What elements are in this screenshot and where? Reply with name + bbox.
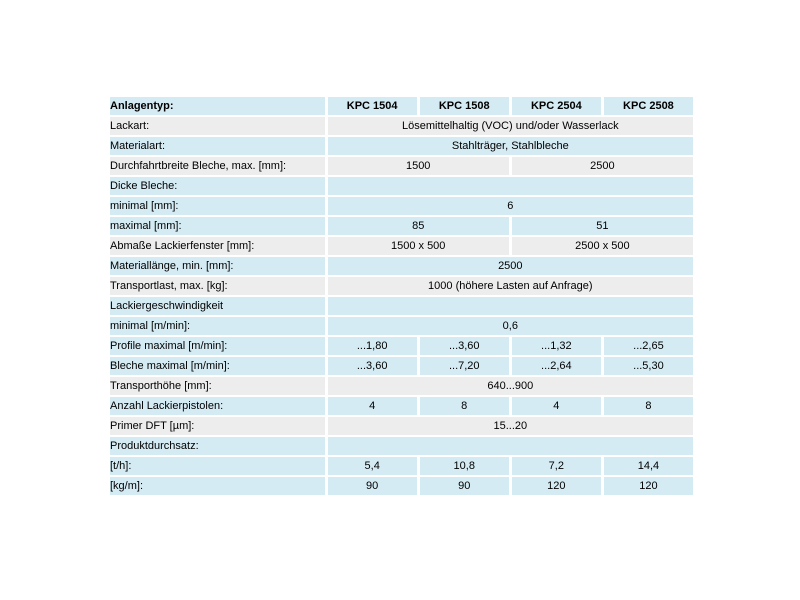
spec-value-cell: Stahlträger, Stahlbleche — [327, 137, 693, 155]
spec-row-label: Abmaße Lackierfenster [mm]: — [110, 237, 325, 255]
spec-value-cell: 10,8 — [419, 457, 509, 475]
header-column-kpc-2508: KPC 2508 — [603, 97, 693, 115]
spec-value-cell: 85 — [327, 217, 509, 235]
spec-value-cell: Lösemittelhaltig (VOC) und/oder Wasserla… — [327, 117, 693, 135]
spec-row-label: Lackart: — [110, 117, 325, 135]
spec-value-cell: 51 — [511, 217, 693, 235]
spec-value-cell: 120 — [603, 477, 693, 495]
table-row: Materiallänge, min. [mm]: 2500 — [110, 257, 693, 275]
spec-value-cell: 8 — [603, 397, 693, 415]
spec-value-cell: 7,2 — [511, 457, 601, 475]
spec-value-cell: 15...20 — [327, 417, 693, 435]
spec-value-cell — [327, 177, 693, 195]
table-row: Abmaße Lackierfenster [mm]: 1500 x 500 250… — [110, 237, 693, 255]
spec-value-cell: ...7,20 — [419, 357, 509, 375]
spec-table: Anlagentyp: KPC 1504 KPC 1508 KPC 2504 K… — [107, 95, 696, 497]
spec-value-cell: 2500 — [511, 157, 693, 175]
table-row: Lackiergeschwindigkeit — [110, 297, 693, 315]
table-row: [t/h]: 5,4 10,8 7,2 14,4 — [110, 457, 693, 475]
spec-value-cell: ...2,64 — [511, 357, 601, 375]
spec-row-label: minimal [mm]: — [110, 197, 325, 215]
spec-row-label: Durchfahrtbreite Bleche, max. [mm]: — [110, 157, 325, 175]
spec-value-cell: ...3,60 — [327, 357, 417, 375]
table-row: Anzahl Lackierpistolen: 4 8 4 8 — [110, 397, 693, 415]
spec-value-cell: 6 — [327, 197, 693, 215]
spec-value-cell: 1000 (höhere Lasten auf Anfrage) — [327, 277, 693, 295]
table-row: Produktdurchsatz: — [110, 437, 693, 455]
spec-row-label: minimal [m/min]: — [110, 317, 325, 335]
spec-table-body: Lackart: Lösemittelhaltig (VOC) und/oder … — [110, 117, 693, 495]
spec-row-label: Materialart: — [110, 137, 325, 155]
table-row: Primer DFT [µm]: 15...20 — [110, 417, 693, 435]
spec-row-label: Transportlast, max. [kg]: — [110, 277, 325, 295]
table-row: Bleche maximal [m/min]: ...3,60 ...7,20...… — [110, 357, 693, 375]
table-row: maximal [mm]: 85 51 — [110, 217, 693, 235]
spec-value-cell: 90 — [327, 477, 417, 495]
spec-value-cell — [327, 297, 693, 315]
table-row: Lackart: Lösemittelhaltig (VOC) und/oder … — [110, 117, 693, 135]
spec-table-container: Anlagentyp: KPC 1504 KPC 1508 KPC 2504 K… — [107, 95, 696, 497]
spec-value-cell: 4 — [511, 397, 601, 415]
spec-value-cell: 1500 — [327, 157, 509, 175]
spec-value-cell: 1500 x 500 — [327, 237, 509, 255]
table-row: Materialart: Stahlträger, Stahlbleche — [110, 137, 693, 155]
spec-row-label: Bleche maximal [m/min]: — [110, 357, 325, 375]
spec-row-label: [t/h]: — [110, 457, 325, 475]
spec-value-cell: 14,4 — [603, 457, 693, 475]
spec-value-cell: ...5,30 — [603, 357, 693, 375]
spec-value-cell: ...2,65 — [603, 337, 693, 355]
spec-row-label: Anzahl Lackierpistolen: — [110, 397, 325, 415]
spec-value-cell: 640...900 — [327, 377, 693, 395]
spec-row-label: Produktdurchsatz: — [110, 437, 325, 455]
table-row: minimal [m/min]: 0,6 — [110, 317, 693, 335]
spec-value-cell: ...1,80 — [327, 337, 417, 355]
spec-value-cell: 5,4 — [327, 457, 417, 475]
table-row: [kg/m]: 90 90 120 120 — [110, 477, 693, 495]
header-column-kpc-2504: KPC 2504 — [511, 97, 601, 115]
spec-row-label: Dicke Bleche: — [110, 177, 325, 195]
header-label-cell: Anlagentyp: — [110, 97, 325, 115]
spec-row-label: Transporthöhe [mm]: — [110, 377, 325, 395]
header-column-kpc-1508: KPC 1508 — [419, 97, 509, 115]
spec-value-cell: 90 — [419, 477, 509, 495]
spec-row-label: Profile maximal [m/min]: — [110, 337, 325, 355]
spec-value-cell: 8 — [419, 397, 509, 415]
spec-row-label: Lackiergeschwindigkeit — [110, 297, 325, 315]
spec-value-cell: ...1,32 — [511, 337, 601, 355]
spec-value-cell: 0,6 — [327, 317, 693, 335]
table-row: Transporthöhe [mm]: 640...900 — [110, 377, 693, 395]
table-row: Profile maximal [m/min]: ...1,80 ...3,60..… — [110, 337, 693, 355]
header-column-kpc-1504: KPC 1504 — [327, 97, 417, 115]
spec-row-label: maximal [mm]: — [110, 217, 325, 235]
table-row: Durchfahrtbreite Bleche, max. [mm]: 1500 2… — [110, 157, 693, 175]
spec-value-cell — [327, 437, 693, 455]
spec-value-cell: 2500 x 500 — [511, 237, 693, 255]
spec-value-cell: 2500 — [327, 257, 693, 275]
spec-row-label: [kg/m]: — [110, 477, 325, 495]
spec-value-cell: 120 — [511, 477, 601, 495]
table-row: Dicke Bleche: — [110, 177, 693, 195]
table-row: minimal [mm]: 6 — [110, 197, 693, 215]
spec-row-label: Materiallänge, min. [mm]: — [110, 257, 325, 275]
table-row: Transportlast, max. [kg]: 1000 (höhere La… — [110, 277, 693, 295]
spec-value-cell: 4 — [327, 397, 417, 415]
spec-value-cell: ...3,60 — [419, 337, 509, 355]
table-header-row: Anlagentyp: KPC 1504 KPC 1508 KPC 2504 K… — [110, 97, 693, 115]
spec-row-label: Primer DFT [µm]: — [110, 417, 325, 435]
